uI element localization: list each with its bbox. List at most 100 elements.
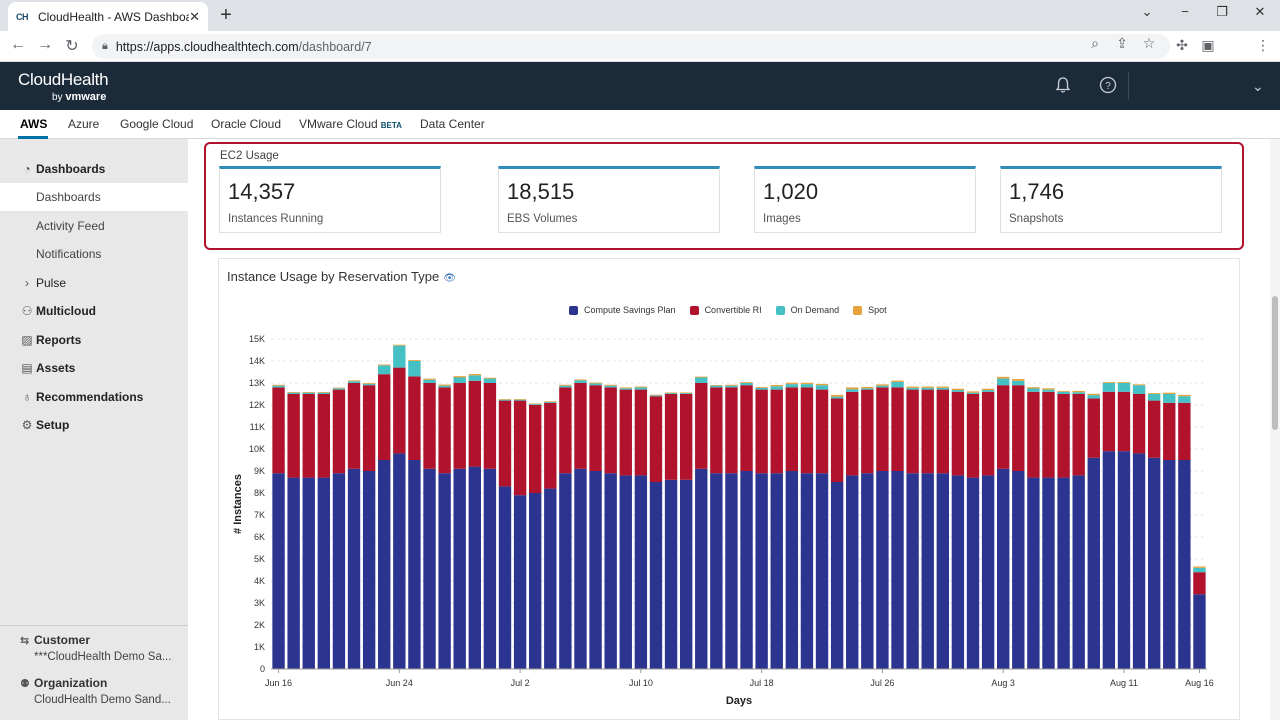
browser-menu-icon[interactable]: ⋮ — [1256, 37, 1270, 53]
y-tick-label: 9K — [254, 466, 265, 476]
tab-aws[interactable]: AWS — [20, 117, 48, 131]
bookmark-star-icon[interactable]: ☆ — [1142, 35, 1156, 51]
help-icon[interactable]: ? — [1097, 76, 1119, 99]
bar-segment-convertible-ri — [649, 396, 663, 482]
cloudhealth-logo[interactable]: CloudHealth — [18, 70, 109, 89]
bar-segment-spot — [559, 384, 572, 386]
bar-segment-spot — [378, 364, 391, 366]
bar-segment-compute-savings-plan — [559, 473, 572, 669]
tab-vmware-cloud[interactable]: VMware Cloud BETA — [299, 117, 402, 131]
sidebar-item-recommendations[interactable]: ♁ Recommendations — [0, 383, 188, 411]
bar-segment-spot — [634, 386, 648, 388]
bar-segment-on-demand — [272, 385, 285, 388]
sidebar-item-setup[interactable]: ⚙ Setup — [0, 411, 188, 439]
side-panel-icon[interactable]: ▣ — [1201, 37, 1215, 53]
bar-segment-spot — [664, 392, 678, 394]
bar-segment-convertible-ri — [981, 391, 995, 476]
active-tab-indicator — [18, 136, 48, 139]
browser-toolbar: ← → ↻ 🔒︎ https://apps.cloudhealthtech.co… — [0, 31, 1280, 86]
customer-value[interactable]: ***CloudHealth Demo Sa... — [34, 651, 172, 663]
legend-item-convertible-ri[interactable]: Convertible RI — [689, 305, 762, 315]
sidebar-subitem-dashboards[interactable]: Dashboards — [0, 183, 188, 211]
bar-segment-spot — [362, 383, 376, 384]
bar-segment-convertible-ri — [1163, 402, 1176, 460]
bar-segment-on-demand — [619, 388, 632, 390]
bar-segment-compute-savings-plan — [634, 475, 648, 669]
sidebar-item-pulse[interactable]: › Pulse — [0, 269, 188, 297]
bar-segment-convertible-ri — [619, 389, 632, 476]
bar-segment-compute-savings-plan — [604, 473, 617, 669]
sidebar-item-assets[interactable]: ▤ Assets — [0, 354, 188, 382]
bar-segment-spot — [604, 384, 617, 386]
bar-segment-convertible-ri — [800, 387, 814, 474]
sidebar-subitem-activity-feed[interactable]: Activity Feed — [0, 212, 188, 240]
reload-icon[interactable]: ↻ — [65, 38, 79, 55]
bar-segment-compute-savings-plan — [966, 477, 980, 669]
address-bar[interactable]: 🔒︎ https://apps.cloudhealthtech.com/dash… — [92, 34, 1170, 59]
organization-value[interactable]: CloudHealth Demo Sand... — [34, 694, 171, 706]
sidebar-subitem-notifications[interactable]: Notifications — [0, 240, 188, 268]
bar-segment-spot — [891, 380, 904, 382]
forward-arrow-icon[interactable]: → — [37, 36, 53, 53]
x-tick-label: Jul 2 — [511, 678, 530, 688]
tab-azure[interactable]: Azure — [68, 117, 100, 131]
organization-selector[interactable]: ⚉ Organization — [20, 676, 107, 690]
bar-segment-convertible-ri — [1042, 391, 1055, 478]
images-card[interactable]: 1,020 Images — [754, 166, 976, 233]
bar-segment-on-demand — [1163, 394, 1176, 403]
tab-search-chevron-icon[interactable]: ⌄ — [1141, 4, 1153, 19]
legend-item-compute-savings-plan[interactable]: Compute Savings Plan — [569, 305, 676, 315]
close-tab-icon[interactable]: ✕ — [189, 8, 200, 24]
legend-swatch — [689, 305, 699, 315]
bar-segment-compute-savings-plan — [785, 471, 799, 669]
sidebar-item-label: Pulse — [36, 276, 67, 290]
bar-segment-convertible-ri — [468, 380, 481, 467]
bar-segment-compute-savings-plan — [695, 468, 708, 669]
legend-item-on-demand[interactable]: On Demand — [775, 305, 839, 315]
page-scrollbar-thumb[interactable] — [1272, 296, 1278, 430]
lock-icon: 🔒︎ — [102, 40, 108, 52]
bar-segment-spot — [498, 399, 512, 400]
tab-oracle-cloud[interactable]: Oracle Cloud — [211, 117, 282, 131]
chevron-down-icon[interactable]: ⌄ — [1252, 78, 1264, 94]
bar-segment-on-demand — [378, 365, 391, 375]
sidebar-item-reports[interactable]: ▨ Reports — [0, 326, 188, 354]
tab-google-cloud[interactable]: Google Cloud — [120, 117, 194, 131]
dashboard-icon: ◔ — [23, 162, 31, 176]
browser-tab[interactable]: CH CloudHealth - AWS Dashboard ✕ — [8, 2, 208, 31]
bar-segment-spot — [846, 387, 859, 390]
bell-icon[interactable] — [1052, 76, 1074, 99]
snapshots-card[interactable]: 1,746 Snapshots — [1000, 166, 1222, 233]
tab-vmware-cloud-label: VMware Cloud — [299, 117, 378, 131]
extensions-puzzle-icon[interactable]: ✣ — [1176, 37, 1188, 53]
restore-window-icon[interactable]: ❐ — [1216, 4, 1228, 19]
close-window-icon[interactable]: ✕ — [1254, 4, 1266, 19]
bar-segment-compute-savings-plan — [1102, 451, 1116, 669]
sidebar-item-dashboards[interactable]: ◔ Dashboards — [0, 155, 188, 183]
share-icon[interactable]: ⇪ — [1116, 35, 1128, 51]
bar-segment-compute-savings-plan — [936, 473, 949, 669]
eye-icon[interactable]: 👁︎ — [443, 273, 456, 284]
new-tab-icon[interactable]: + — [220, 4, 232, 26]
minimize-window-icon[interactable]: − — [1181, 4, 1189, 19]
bar-segment-convertible-ri — [846, 391, 859, 476]
customer-selector[interactable]: ⇆ Customer — [20, 633, 90, 647]
card-value: 1,746 — [1009, 179, 1065, 204]
legend-item-spot[interactable]: Spot — [853, 305, 887, 315]
bar-segment-spot — [544, 401, 557, 402]
y-tick-label: 3K — [254, 598, 265, 608]
bar-segment-convertible-ri — [544, 402, 557, 489]
instances-running-card[interactable]: 14,357 Instances Running — [219, 166, 441, 233]
browser-tab-strip: CH CloudHealth - AWS Dashboard ✕ + ⌄ − ❐… — [0, 0, 1280, 31]
bar-segment-spot — [529, 403, 542, 405]
back-arrow-icon[interactable]: ← — [10, 36, 26, 53]
zoom-icon[interactable]: ⌕ — [1091, 35, 1099, 51]
vmware-logo: by vmware — [52, 91, 106, 103]
sidebar-item-label: Reports — [36, 333, 82, 347]
tab-data-center[interactable]: Data Center — [420, 117, 485, 131]
y-tick-label: 2K — [254, 620, 265, 630]
ebs-volumes-card[interactable]: 18,515 EBS Volumes — [498, 166, 720, 233]
sidebar-item-label: Dashboards — [36, 162, 106, 176]
bar-segment-on-demand — [1147, 394, 1161, 401]
sidebar-item-multicloud[interactable]: ⚇ Multicloud — [0, 297, 188, 325]
